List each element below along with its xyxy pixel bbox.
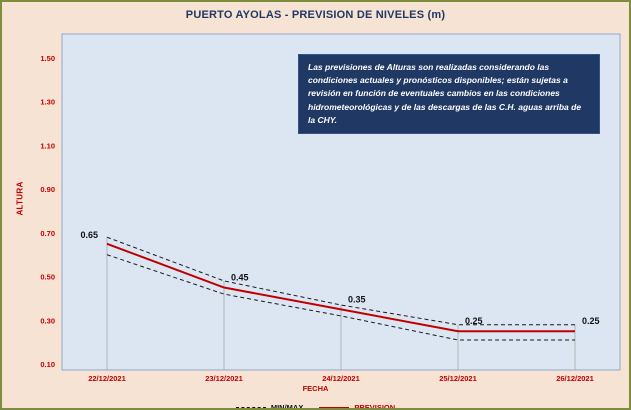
svg-text:1.10: 1.10 bbox=[40, 141, 55, 150]
svg-text:0.25: 0.25 bbox=[582, 316, 600, 326]
svg-text:0.45: 0.45 bbox=[231, 273, 249, 283]
legend-item-prevision: PREVISION bbox=[319, 403, 396, 410]
svg-text:0.10: 0.10 bbox=[40, 360, 55, 369]
page-title: PUERTO AYOLAS - PREVISION DE NIVELES (m) bbox=[185, 9, 446, 21]
svg-text:25/12/2021: 25/12/2021 bbox=[439, 374, 477, 383]
svg-text:0.30: 0.30 bbox=[40, 316, 55, 325]
x-axis-ticks: 22/12/2021 23/12/2021 24/12/2021 25/12/2021… bbox=[88, 374, 594, 383]
x-axis-label: FECHA bbox=[302, 384, 329, 393]
legend-prevision-label: PREVISION bbox=[354, 403, 396, 410]
series-min bbox=[106, 254, 575, 341]
forecast-disclaimer-note: Las previsiones de Alturas son realizada… bbox=[298, 54, 600, 134]
svg-text:24/12/2021: 24/12/2021 bbox=[322, 374, 360, 383]
svg-text:0.65: 0.65 bbox=[80, 230, 98, 240]
y-axis-label: ALTURA bbox=[15, 181, 25, 216]
svg-text:1.50: 1.50 bbox=[40, 54, 55, 63]
series-max bbox=[106, 236, 575, 326]
legend-item-minmax: MIN/MAX bbox=[235, 403, 304, 410]
data-labels: 0.65 0.45 0.35 0.25 0.25 bbox=[80, 230, 599, 326]
svg-text:0.35: 0.35 bbox=[348, 294, 366, 304]
svg-text:1.30: 1.30 bbox=[40, 98, 55, 107]
series-prevision bbox=[106, 242, 575, 333]
chart-legend: MIN/MAX PREVISION bbox=[235, 403, 396, 410]
svg-text:0.90: 0.90 bbox=[40, 185, 55, 194]
svg-text:0.25: 0.25 bbox=[465, 316, 483, 326]
red-line-icon bbox=[319, 406, 350, 408]
axis-and-legend-block: FECHA MIN/MAX PREVISION bbox=[2, 384, 629, 410]
droplines bbox=[106, 237, 576, 370]
y-axis-ticks: 0.10 0.30 0.50 0.70 0.90 1.10 1.30 1.50 bbox=[40, 54, 55, 369]
svg-text:26/12/2021: 26/12/2021 bbox=[556, 374, 594, 383]
svg-text:22/12/2021: 22/12/2021 bbox=[88, 374, 126, 383]
dashed-line-icon bbox=[235, 407, 266, 408]
legend-minmax-label: MIN/MAX bbox=[270, 403, 304, 410]
svg-text:0.50: 0.50 bbox=[40, 273, 55, 282]
svg-text:23/12/2021: 23/12/2021 bbox=[205, 374, 243, 383]
svg-text:0.70: 0.70 bbox=[40, 229, 55, 238]
